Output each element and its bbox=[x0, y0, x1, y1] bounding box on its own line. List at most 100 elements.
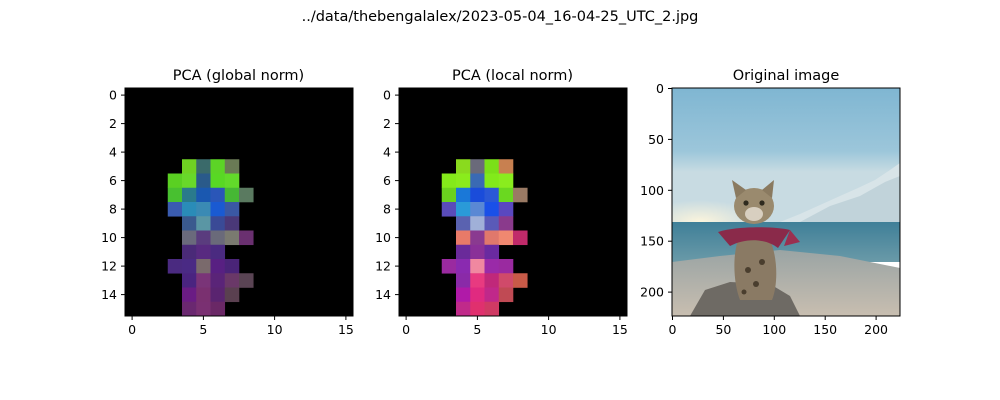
heatmap-cells bbox=[441, 159, 528, 317]
heatmap-cell bbox=[224, 202, 240, 217]
heatmap-cell bbox=[484, 287, 500, 303]
heatmap-cell bbox=[224, 230, 240, 246]
y-tick-label: 10 bbox=[101, 230, 117, 245]
photo-cat-body bbox=[734, 240, 777, 300]
heatmap-cell bbox=[224, 287, 240, 303]
y-tick-label: 8 bbox=[383, 202, 391, 217]
x-tick-label: 5 bbox=[473, 322, 481, 337]
photo-cat-spot bbox=[741, 289, 747, 295]
heatmap-cell bbox=[441, 259, 457, 274]
axes-frame bbox=[671, 87, 901, 317]
heatmap-cell bbox=[498, 173, 514, 189]
heatmap-cell bbox=[513, 273, 528, 288]
heatmap-cell bbox=[470, 259, 485, 274]
heatmap-cell bbox=[513, 187, 528, 203]
y-axis: 0 50 100 150 200 bbox=[640, 81, 672, 300]
heatmap-cell bbox=[470, 244, 485, 260]
heatmap-cell bbox=[210, 244, 226, 260]
panel-original-image: Original image bbox=[640, 68, 901, 337]
heatmap-cell bbox=[210, 230, 226, 246]
heatmap-cell bbox=[182, 230, 197, 246]
panel-title: PCA (local norm) bbox=[452, 68, 573, 84]
heatmap-cell bbox=[210, 202, 226, 217]
heatmap-cell bbox=[470, 273, 485, 288]
heatmap-cell bbox=[196, 159, 211, 174]
heatmap-cell bbox=[239, 273, 254, 288]
heatmap-cell bbox=[182, 287, 197, 303]
photo-cat-head bbox=[734, 188, 774, 224]
y-tick-label: 10 bbox=[375, 230, 391, 245]
heatmap-cell bbox=[470, 216, 485, 231]
heatmap-cell bbox=[196, 216, 211, 231]
heatmap-cell bbox=[470, 287, 485, 303]
heatmap-cell bbox=[239, 230, 254, 246]
heatmap-cell bbox=[456, 287, 471, 303]
y-axis: 0 2 4 6 8 10 12 14 bbox=[375, 88, 399, 302]
heatmap-cell bbox=[196, 202, 211, 217]
heatmap-cell bbox=[210, 287, 226, 303]
heatmap-cell bbox=[441, 187, 457, 203]
heatmap-cell bbox=[498, 202, 514, 217]
x-tick-label: 0 bbox=[128, 322, 136, 337]
x-tick-label: 0 bbox=[669, 322, 677, 337]
heatmap-cell bbox=[470, 230, 485, 246]
heatmap-cell bbox=[210, 301, 226, 317]
x-tick-label: 100 bbox=[762, 322, 786, 337]
heatmap-cell bbox=[484, 159, 500, 174]
heatmap-cell bbox=[210, 273, 226, 288]
photo-cat-spot bbox=[745, 267, 751, 273]
heatmap-cell bbox=[484, 259, 500, 274]
heatmap-cell bbox=[182, 259, 197, 274]
x-tick-label: 0 bbox=[402, 322, 410, 337]
heatmap-cell bbox=[182, 244, 197, 260]
axes-frame bbox=[124, 87, 354, 317]
x-axis: 0 50 100 150 200 bbox=[669, 316, 888, 337]
heatmap-cell bbox=[182, 187, 197, 203]
heatmap-cell bbox=[167, 187, 183, 203]
heatmap-cell bbox=[456, 244, 471, 260]
heatmap-cell bbox=[484, 230, 500, 246]
y-tick-label: 4 bbox=[109, 145, 117, 160]
photo-cat-spot bbox=[759, 259, 765, 265]
photo-cat-muzzle bbox=[745, 207, 763, 221]
heatmap-cell bbox=[224, 159, 240, 174]
heatmap-cell bbox=[210, 187, 226, 203]
heatmap-cell bbox=[470, 301, 485, 317]
heatmap-cell bbox=[210, 159, 226, 174]
photo-cat-eye-right bbox=[759, 200, 765, 206]
y-tick-label: 2 bbox=[109, 116, 117, 131]
heatmap-cell bbox=[167, 202, 183, 217]
photo-cat-ear-left bbox=[732, 180, 746, 198]
y-tick-label: 4 bbox=[383, 145, 391, 160]
heatmap-cell bbox=[456, 159, 471, 174]
photo-cat-ear-right bbox=[762, 180, 774, 198]
heatmap-cell bbox=[498, 230, 514, 246]
photo-scarf bbox=[718, 227, 790, 248]
heatmap-cell bbox=[196, 230, 211, 246]
y-axis: 0 2 4 6 8 10 12 14 bbox=[101, 88, 125, 302]
y-tick-label: 100 bbox=[640, 183, 664, 198]
y-tick-label: 6 bbox=[109, 173, 117, 188]
y-tick-label: 200 bbox=[640, 285, 664, 300]
heatmap-cell bbox=[498, 259, 514, 274]
heatmap-cell bbox=[196, 244, 211, 260]
heatmap-cell bbox=[224, 173, 240, 189]
heatmap-cell bbox=[167, 173, 183, 189]
heatmap-cell bbox=[239, 187, 254, 203]
heatmap-cell bbox=[182, 173, 197, 189]
heatmap-cell bbox=[210, 259, 226, 274]
heatmap-cell bbox=[456, 202, 471, 217]
x-tick-label: 15 bbox=[612, 322, 628, 337]
heatmap-cell bbox=[484, 173, 500, 189]
figure-suptitle: ../data/thebengalalex/2023-05-04_16-04-2… bbox=[302, 9, 699, 25]
heatmap-cell bbox=[456, 230, 471, 246]
heatmap-cell bbox=[498, 159, 514, 174]
x-tick-label: 50 bbox=[715, 322, 731, 337]
photo-cat-eye-left bbox=[743, 200, 749, 206]
y-tick-label: 12 bbox=[101, 259, 117, 274]
x-tick-label: 15 bbox=[338, 322, 354, 337]
x-axis: 0 5 10 15 bbox=[402, 316, 628, 337]
heatmap-cell bbox=[441, 173, 457, 189]
photo-cliffs-shade bbox=[800, 176, 900, 236]
photo-scarf-tail bbox=[784, 230, 800, 246]
